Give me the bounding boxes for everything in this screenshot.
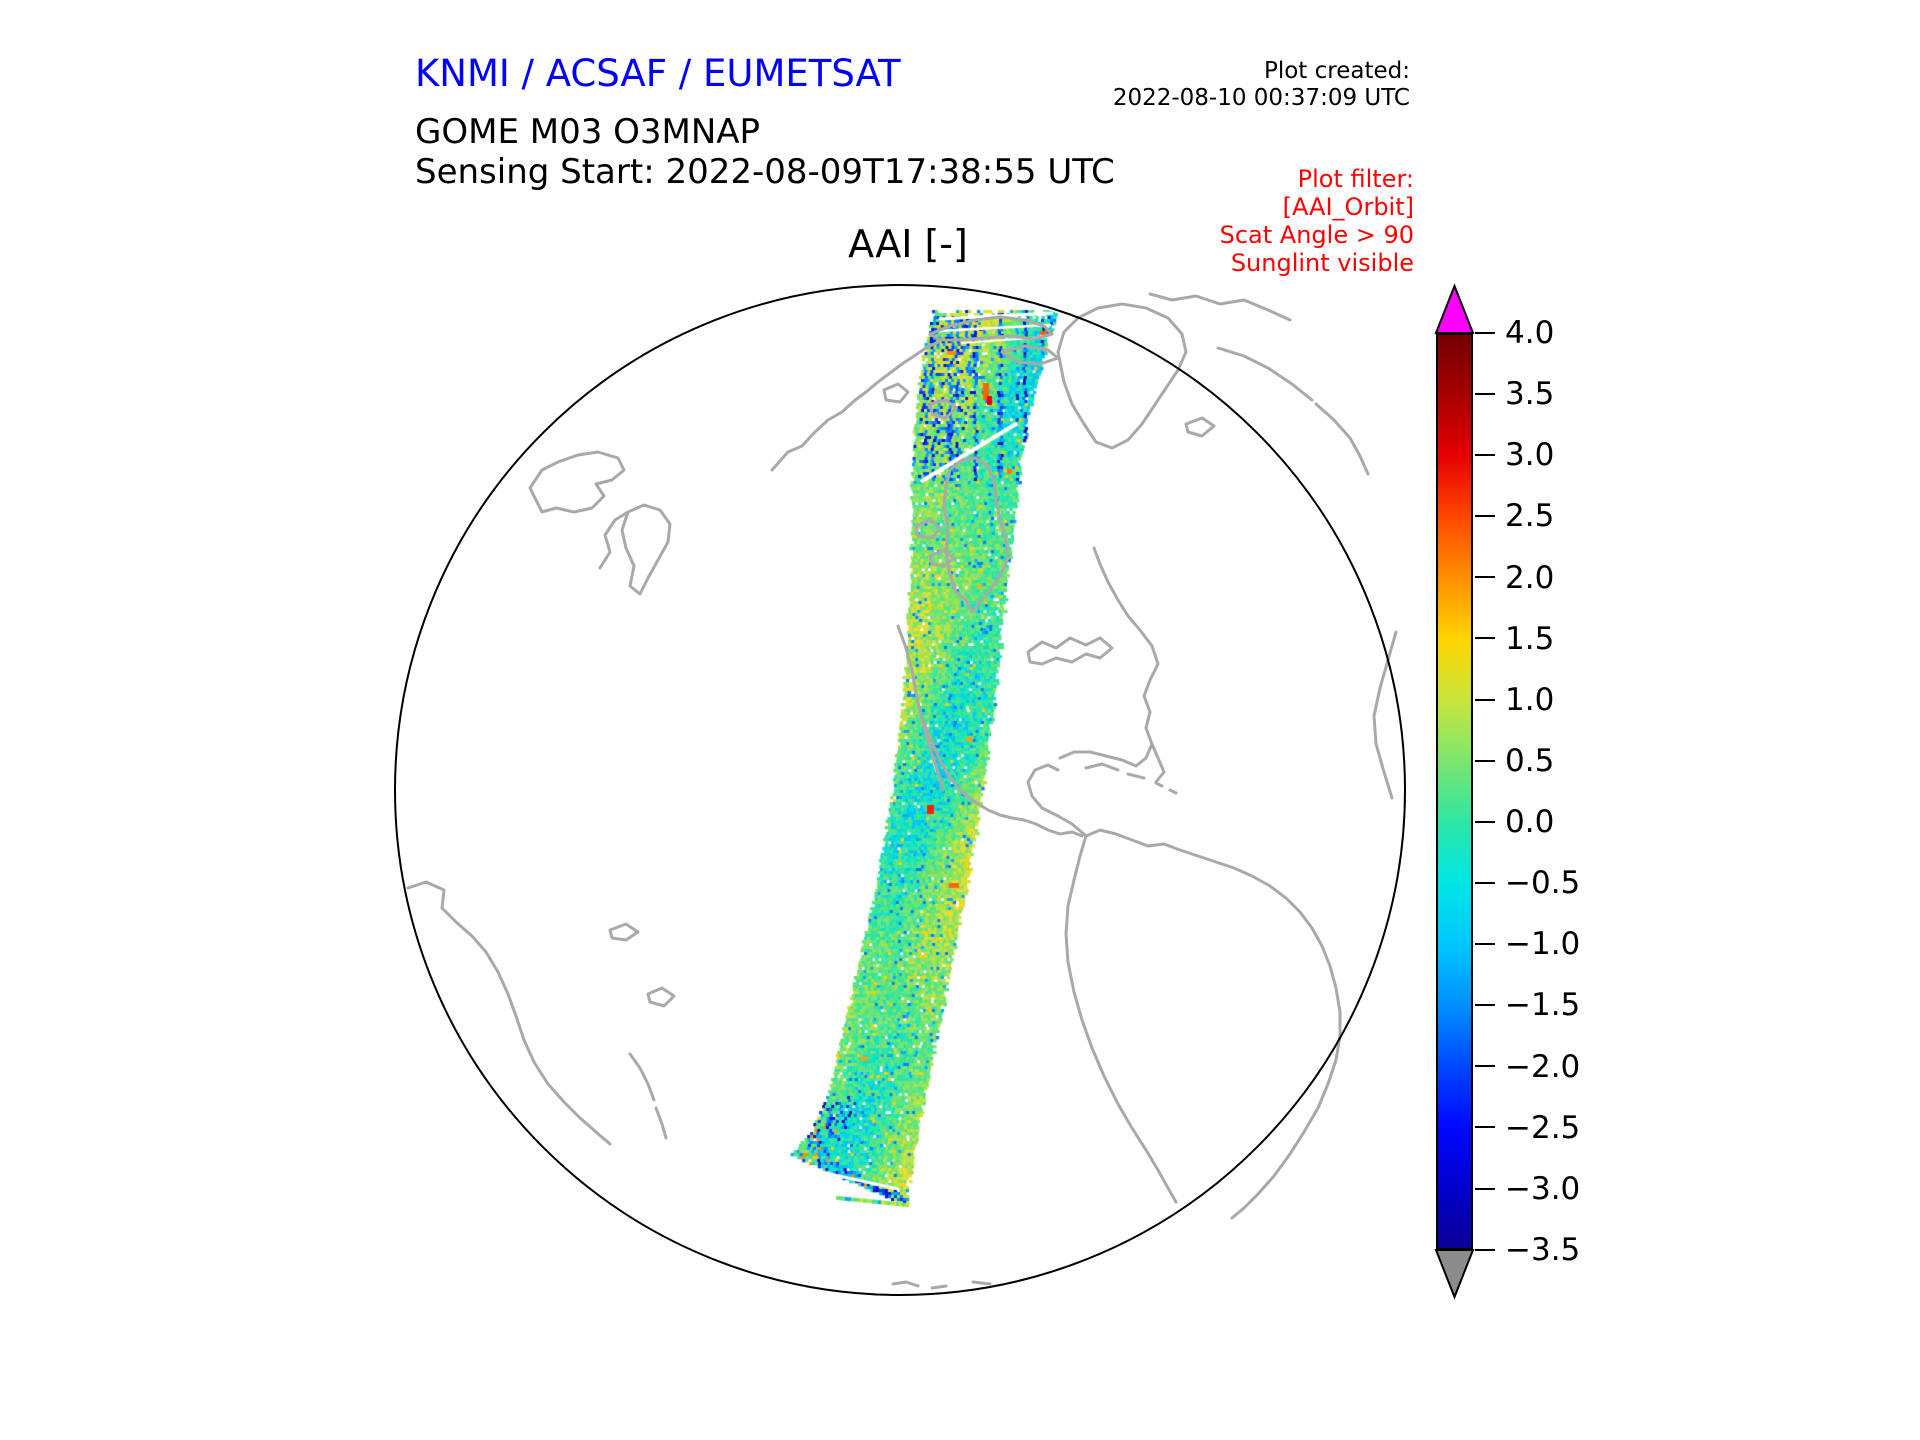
- plot-filter-note: Plot filter: [AAI_Orbit] Scat Angle > 90…: [1220, 165, 1414, 277]
- colorbar-tick: [1475, 637, 1495, 640]
- coastline: [1084, 828, 1342, 1220]
- colorbar-tick: [1475, 1248, 1495, 1251]
- colorbar-tick: [1475, 820, 1495, 823]
- colorbar-tick-label: −1.5: [1505, 987, 1581, 1024]
- map-title: AAI [-]: [848, 222, 968, 266]
- sensing-start: Sensing Start: 2022-08-09T17:38:55 UTC: [415, 152, 1115, 192]
- colorbar-tick: [1475, 1004, 1495, 1007]
- colorbar-tick-label: −3.5: [1505, 1232, 1581, 1268]
- plot-filter-line: Scat Angle > 90: [1219, 221, 1414, 249]
- coastline: [1126, 772, 1146, 780]
- coastline: [528, 450, 626, 514]
- plot-filter-line: [AAI_Orbit]: [1282, 193, 1414, 221]
- coastline: [770, 340, 940, 472]
- coastline: [1056, 302, 1188, 450]
- plot-filter-line: Plot filter:: [1297, 165, 1414, 193]
- coastline: [930, 1284, 948, 1290]
- colorbar-tick: [1475, 1126, 1495, 1129]
- coastline: [971, 1280, 992, 1286]
- coastline: [1092, 546, 1160, 746]
- coastline: [654, 1106, 668, 1140]
- plot-created-block: Plot created: 2022-08-10 00:37:09 UTC: [1113, 58, 1410, 112]
- coastline: [928, 315, 1054, 342]
- colorbar-tick: [1475, 881, 1495, 884]
- coastline: [1026, 636, 1114, 666]
- colorbar-tick-label: −3.0: [1505, 1170, 1581, 1207]
- coastline: [1314, 402, 1370, 476]
- coastline: [942, 456, 1010, 614]
- colorbar-tick: [1475, 943, 1495, 946]
- colorbar-tick-label: −2.5: [1505, 1109, 1581, 1146]
- colorbar-under-arrow: [1434, 1249, 1475, 1300]
- coastline: [620, 503, 672, 596]
- coastline: [1058, 742, 1166, 784]
- colorbar-tick: [1475, 1065, 1495, 1068]
- colorbar-tick-label: 0.0: [1505, 804, 1555, 841]
- colorbar-tick-label: 3.5: [1505, 376, 1555, 413]
- coastline: [1372, 630, 1398, 800]
- coastline: [928, 548, 956, 568]
- coastline: [1084, 762, 1120, 772]
- colorbar-tick: [1475, 515, 1495, 518]
- coastline: [1148, 292, 1292, 322]
- coastline: [919, 714, 1084, 838]
- colorbar-tick-label: −0.5: [1505, 865, 1581, 902]
- coastline: [1168, 788, 1178, 795]
- institute-title: KNMI / ACSAF / EUMETSAT: [415, 52, 901, 95]
- coastline: [598, 510, 630, 570]
- colorbar-tick: [1475, 576, 1495, 579]
- colorbar-tick-label: 0.5: [1505, 742, 1555, 779]
- coastline: [882, 382, 910, 404]
- colorbar-tick-label: 2.0: [1505, 559, 1555, 596]
- coastline: [914, 518, 942, 540]
- coastline: [928, 398, 958, 420]
- colorbar-tick-label: 3.0: [1505, 437, 1555, 474]
- coastline: [1026, 763, 1087, 837]
- coastline: [406, 880, 612, 1146]
- coastline: [628, 1052, 656, 1102]
- globe-circle: [394, 284, 1406, 1296]
- coastline: [1064, 834, 1178, 1204]
- coastline: [1000, 344, 1060, 366]
- colorbar-tick: [1475, 759, 1495, 762]
- colorbar-tick-label: 2.5: [1505, 498, 1555, 535]
- colorbar-tick-label: 4.0: [1505, 315, 1555, 351]
- colorbar-tick: [1475, 454, 1495, 457]
- coastline: [608, 922, 640, 942]
- plot-created-timestamp: 2022-08-10 00:37:09 UTC: [1112, 85, 1410, 111]
- coastline: [896, 624, 945, 792]
- colorbar-tick: [1475, 392, 1495, 395]
- plot-filter-line: Sunglint visible: [1230, 249, 1414, 277]
- colorbar-tick-label: −2.0: [1505, 1048, 1581, 1085]
- colorbar-tick-label: 1.0: [1505, 681, 1555, 718]
- coastline: [1184, 416, 1216, 438]
- coastline: [646, 986, 676, 1008]
- coastline: [1154, 781, 1164, 788]
- colorbar-tick-label: −1.0: [1505, 926, 1581, 963]
- plot-created-label: Plot created:: [1263, 58, 1410, 84]
- colorbar-arrows: [1434, 283, 1475, 1300]
- colorbar-tick: [1475, 1187, 1495, 1190]
- colorbar-tick: [1475, 698, 1495, 701]
- colorbar-tick: [1475, 331, 1495, 334]
- colorbar-tick-label: 1.5: [1505, 620, 1555, 657]
- colorbar-gradient: [1436, 333, 1473, 1250]
- product-name: GOME M03 O3MNAP: [415, 112, 761, 152]
- coastline: [1216, 346, 1314, 402]
- coastline: [891, 1280, 920, 1288]
- colorbar-over-arrow: [1434, 283, 1475, 334]
